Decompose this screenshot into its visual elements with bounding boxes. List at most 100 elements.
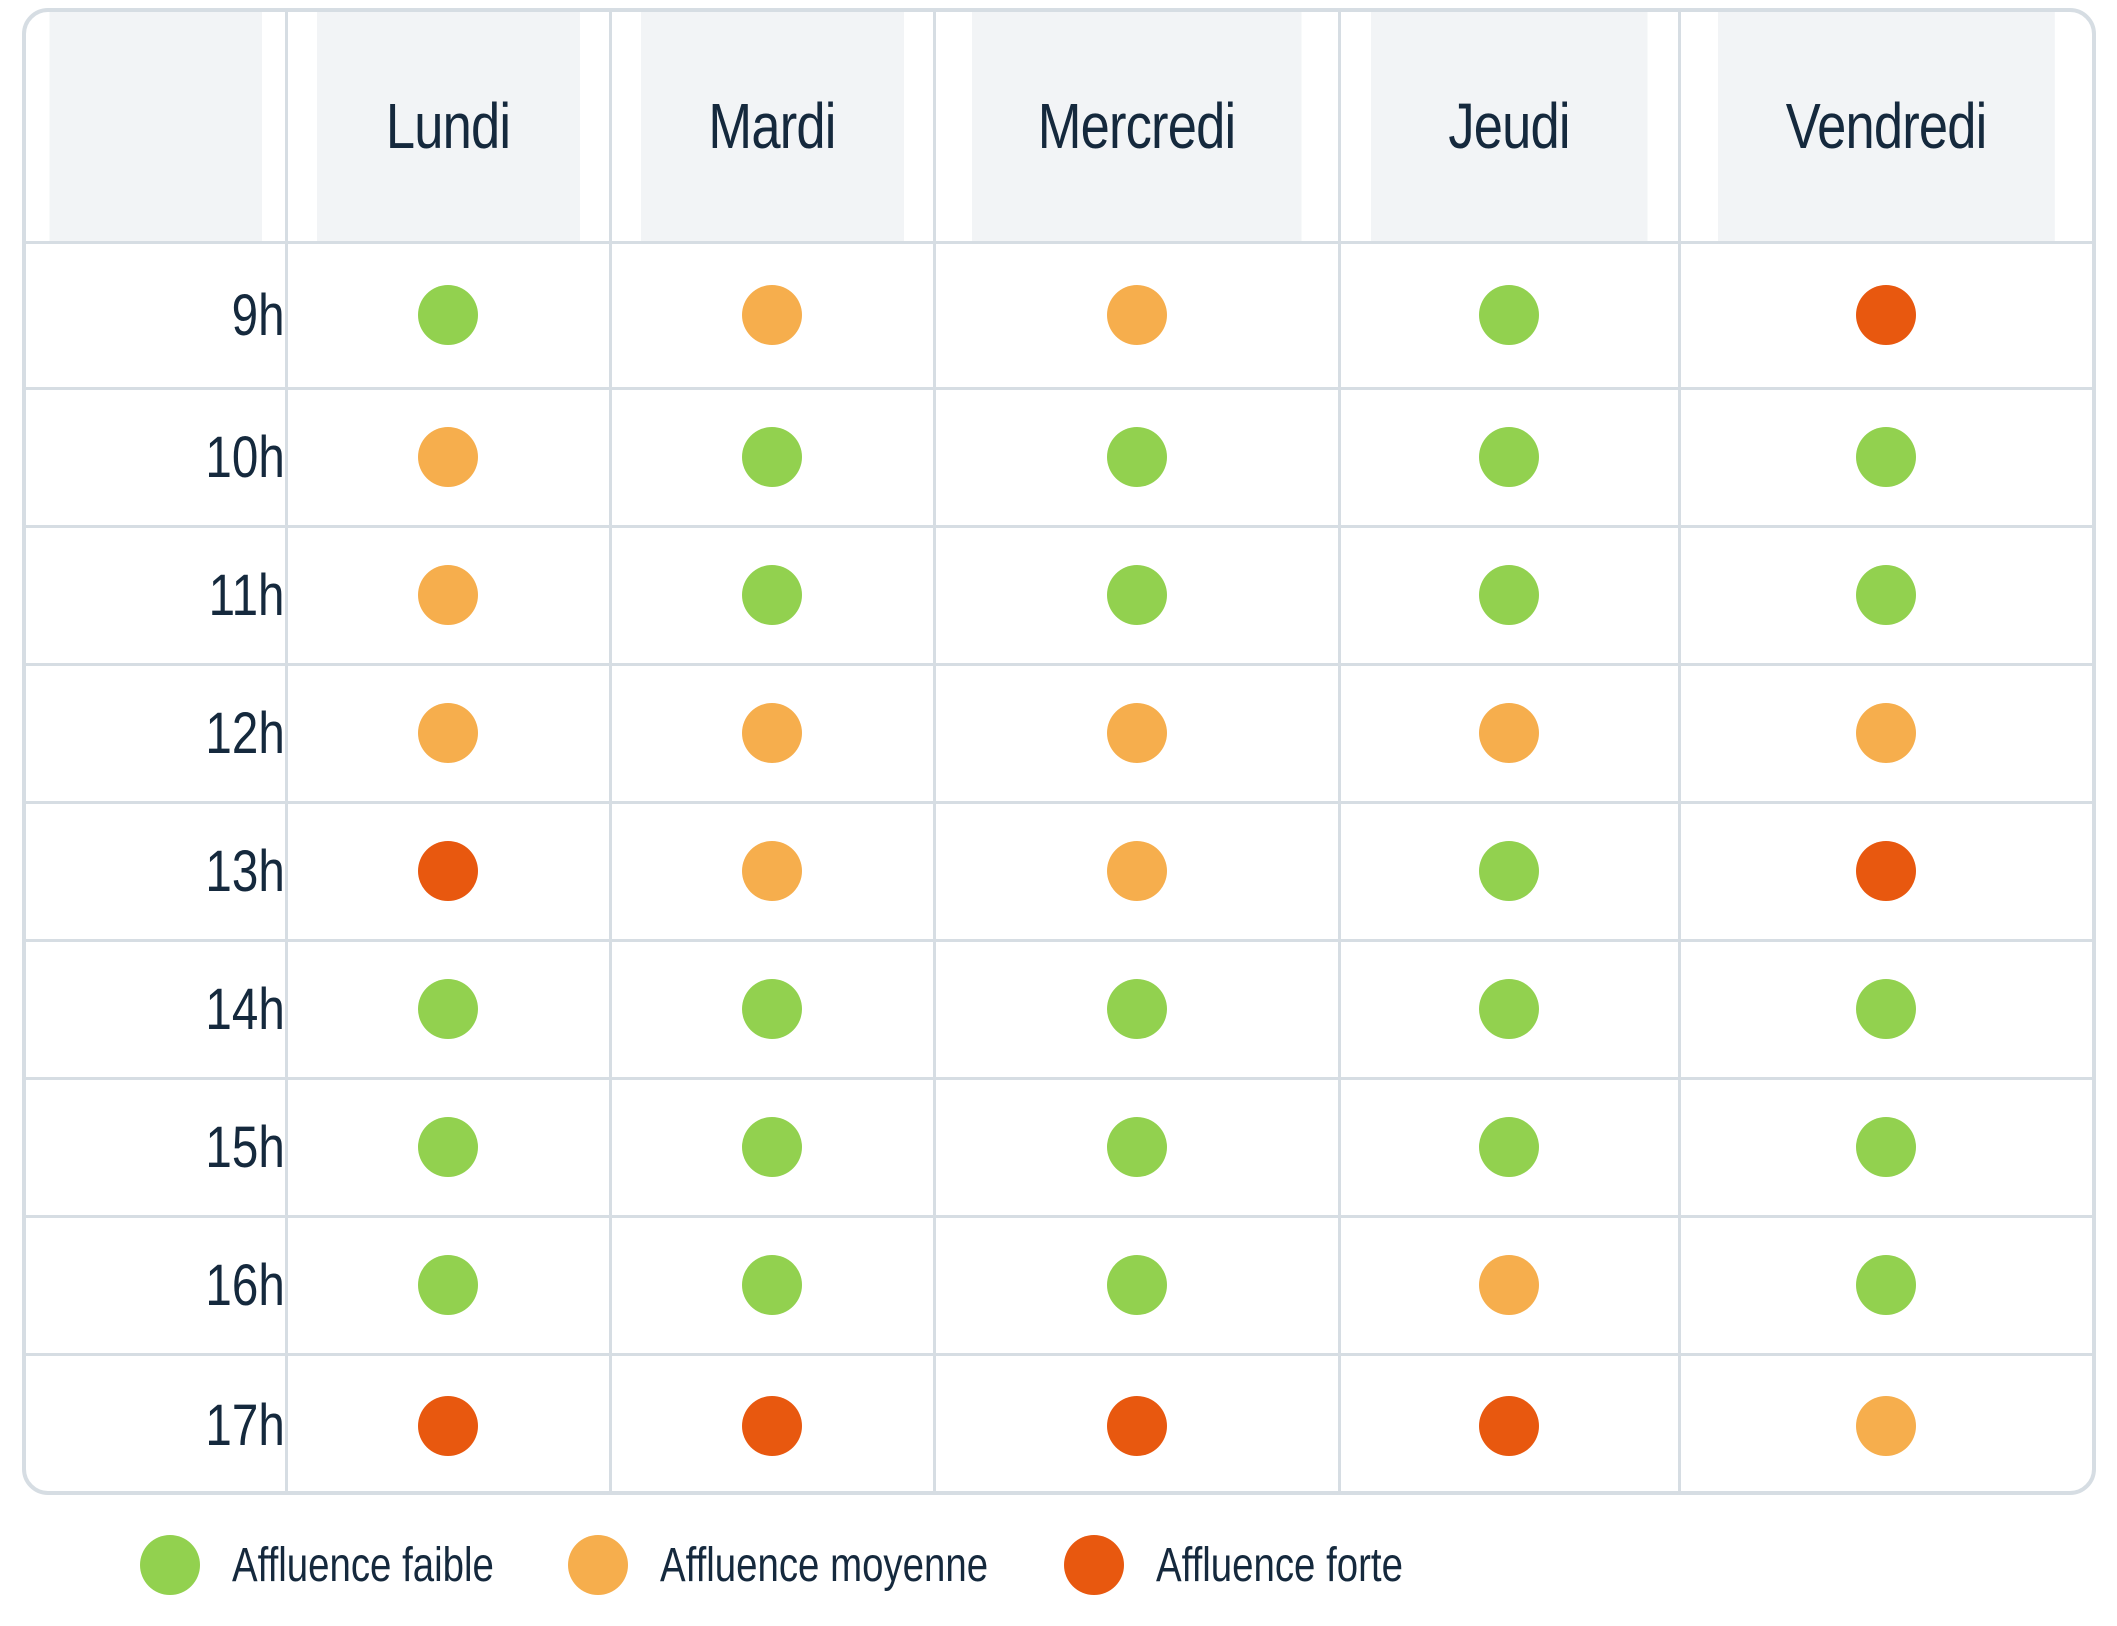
affluence-faible-dot: [1479, 1117, 1539, 1177]
affluence-cell: [1679, 242, 2092, 390]
affluence-cell: [934, 388, 1341, 528]
legend-label: Affluence moyenne: [660, 1538, 989, 1592]
affluence-cell: [934, 1354, 1341, 1491]
affluence-cell: [286, 802, 612, 942]
affluence-moyenne-dot: [418, 427, 478, 487]
header-day-mardi: Mardi: [639, 12, 907, 244]
affluence-cell: [610, 242, 936, 390]
affluence-cell: [1679, 1354, 2092, 1491]
table-row: 9h: [26, 242, 2092, 390]
affluence-cell: [610, 1216, 936, 1356]
affluence-faible-dot: [742, 1255, 802, 1315]
hour-cell: 10h: [26, 388, 288, 528]
affluence-faible-dot: [418, 285, 478, 345]
table-row: 14h: [26, 940, 2092, 1080]
affluence-cell: [1679, 388, 2092, 528]
affluence-forte-dot: [418, 841, 478, 901]
affluence-cell: [1339, 526, 1681, 666]
header-day-mercredi: Mercredi: [970, 12, 1304, 244]
affluence-faible-dot: [1479, 979, 1539, 1039]
affluence-cell: [286, 664, 612, 804]
affluence-faible-dot: [1106, 565, 1167, 625]
affluence-cell: [1339, 242, 1681, 390]
affluence-cell: [1339, 1078, 1681, 1218]
affluence-table-card: Lundi Mardi Mercredi Jeudi Vendredi 9h 10…: [22, 8, 2096, 1495]
hour-cell: 12h: [26, 664, 288, 804]
affluence-faible-dot: [1106, 979, 1167, 1039]
affluence-faible-dot: [1856, 1117, 1917, 1177]
table-row: 12h: [26, 664, 2092, 804]
hour-cell: 9h: [26, 242, 288, 390]
affluence-moyenne-dot: [742, 841, 802, 901]
affluence-faible-dot: [418, 1255, 478, 1315]
header-corner-cell: [49, 12, 264, 244]
affluence-moyenne-dot: [742, 285, 802, 345]
affluence-faible-dot: [742, 1117, 802, 1177]
affluence-moyenne-dot: [1106, 285, 1167, 345]
affluence-cell: [1339, 664, 1681, 804]
table-row: 15h: [26, 1078, 2092, 1218]
affluence-faible-dot: [1856, 979, 1917, 1039]
hour-cell: 14h: [26, 940, 288, 1080]
affluence-forte-dot: [1106, 1395, 1167, 1456]
affluence-cell: [610, 664, 936, 804]
affluence-cell: [286, 1216, 612, 1356]
hour-label: 13h: [205, 838, 285, 904]
affluence-moyenne-dot: [1856, 703, 1917, 763]
table-row: 17h: [26, 1354, 2092, 1491]
affluence-cell: [286, 242, 612, 390]
affluence-cell: [934, 526, 1341, 666]
hour-cell: 15h: [26, 1078, 288, 1218]
affluence-moyenne-dot: [1106, 703, 1167, 763]
affluence-cell: [610, 940, 936, 1080]
affluence-cell: [286, 1354, 612, 1491]
legend-forte-dot: [1064, 1535, 1124, 1595]
affluence-cell: [934, 1216, 1341, 1356]
affluence-faible-dot: [1479, 565, 1539, 625]
hour-cell: 16h: [26, 1216, 288, 1356]
hour-label: 15h: [205, 1114, 285, 1180]
affluence-moyenne-dot: [418, 565, 478, 625]
hour-label: 14h: [205, 976, 285, 1042]
affluence-cell: [934, 940, 1341, 1080]
affluence-cell: [934, 664, 1341, 804]
affluence-faible-dot: [1106, 427, 1167, 487]
affluence-faible-dot: [1106, 1255, 1167, 1315]
affluence-cell: [1679, 1216, 2092, 1356]
affluence-forte-dot: [742, 1395, 802, 1456]
affluence-moyenne-dot: [1479, 703, 1539, 763]
legend: Affluence faible Affluence moyenne Affluen…: [0, 1535, 2117, 1595]
legend-label: Affluence forte: [1156, 1538, 1403, 1592]
affluence-cell: [1339, 1216, 1681, 1356]
affluence-cell: [1339, 802, 1681, 942]
affluence-cell: [934, 1078, 1341, 1218]
affluence-forte-dot: [1479, 1395, 1539, 1456]
affluence-cell: [1679, 664, 2092, 804]
legend-item-moyenne: Affluence moyenne: [568, 1535, 1070, 1595]
affluence-moyenne-dot: [742, 703, 802, 763]
affluence-cell: [1339, 1354, 1681, 1491]
affluence-faible-dot: [742, 565, 802, 625]
table-row: 11h: [26, 526, 2092, 666]
hour-label: 10h: [205, 424, 285, 490]
affluence-forte-dot: [1856, 841, 1917, 901]
table-row: 16h: [26, 1216, 2092, 1356]
affluence-faible-dot: [742, 427, 802, 487]
affluence-cell: [286, 940, 612, 1080]
affluence-cell: [934, 802, 1341, 942]
legend-faible-dot: [140, 1535, 200, 1595]
hour-cell: 13h: [26, 802, 288, 942]
affluence-cell: [610, 388, 936, 528]
affluence-cell: [610, 802, 936, 942]
table-row: 10h: [26, 388, 2092, 528]
affluence-moyenne-dot: [1479, 1255, 1539, 1315]
affluence-faible-dot: [1106, 1117, 1167, 1177]
affluence-forte-dot: [1856, 285, 1917, 345]
affluence-cell: [1339, 940, 1681, 1080]
affluence-cell: [1679, 1078, 2092, 1218]
hour-label: 16h: [205, 1252, 285, 1318]
affluence-faible-dot: [1479, 285, 1539, 345]
affluence-faible-dot: [1856, 565, 1917, 625]
affluence-table: Lundi Mardi Mercredi Jeudi Vendredi 9h 10…: [26, 12, 2092, 1491]
